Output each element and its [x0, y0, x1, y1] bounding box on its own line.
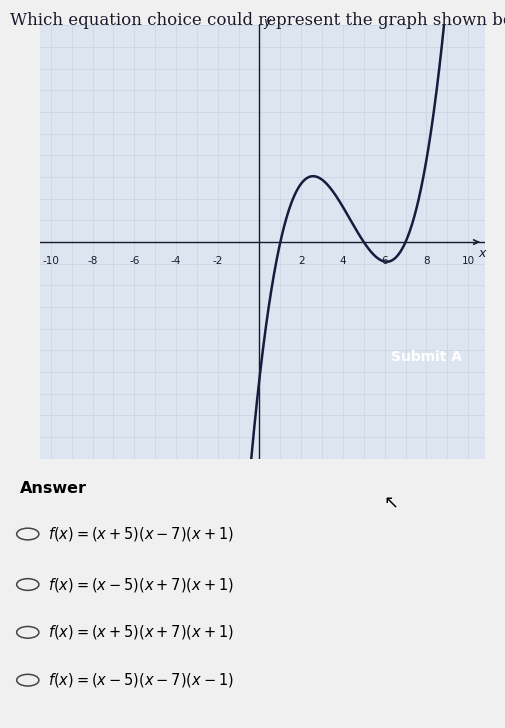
- Text: 10: 10: [462, 256, 475, 266]
- Text: x: x: [478, 248, 485, 261]
- Text: 6: 6: [381, 256, 388, 266]
- Text: -10: -10: [42, 256, 59, 266]
- Text: ↖: ↖: [384, 494, 399, 513]
- Text: -4: -4: [171, 256, 181, 266]
- Text: $f(x) = (x - 5)(x + 7)(x + 1)$: $f(x) = (x - 5)(x + 7)(x + 1)$: [48, 576, 234, 593]
- Text: 4: 4: [340, 256, 346, 266]
- Text: 2: 2: [298, 256, 305, 266]
- Text: -8: -8: [87, 256, 98, 266]
- Text: Answer: Answer: [20, 481, 87, 496]
- Text: y: y: [263, 16, 271, 28]
- Text: $f(x) = (x + 5)(x + 7)(x + 1)$: $f(x) = (x + 5)(x + 7)(x + 1)$: [48, 623, 234, 641]
- Text: $f(x) = (x - 5)(x - 7)(x - 1)$: $f(x) = (x - 5)(x - 7)(x - 1)$: [48, 671, 234, 689]
- Text: Which equation choice could represent the graph shown below?: Which equation choice could represent th…: [10, 12, 505, 29]
- Text: $f(x) = (x + 5)(x - 7)(x + 1)$: $f(x) = (x + 5)(x - 7)(x + 1)$: [48, 525, 234, 543]
- Text: -2: -2: [213, 256, 223, 266]
- Text: 8: 8: [423, 256, 430, 266]
- Text: Submit A: Submit A: [391, 349, 462, 364]
- Text: -6: -6: [129, 256, 139, 266]
